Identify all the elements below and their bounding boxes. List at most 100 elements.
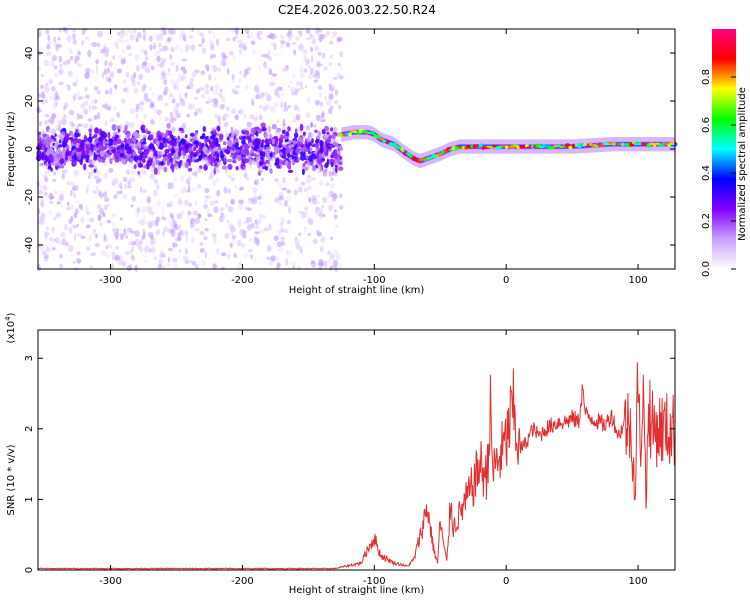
noise-speckle xyxy=(149,248,152,253)
noise-speckle xyxy=(60,117,66,125)
noise-speckle xyxy=(307,73,313,80)
noise-speckle xyxy=(213,147,218,152)
noise-speckle xyxy=(41,74,44,77)
noise-speckle xyxy=(254,235,258,242)
noise-speckle xyxy=(261,126,267,132)
noise-speckle xyxy=(274,178,279,183)
noise-speckle xyxy=(145,205,151,212)
noise-speckle xyxy=(208,30,212,34)
noise-speckle xyxy=(201,37,205,44)
noise-speckle xyxy=(97,214,102,221)
noise-speckle xyxy=(289,80,292,84)
noise-speckle xyxy=(231,73,235,81)
spectrogram-y-ticks: -40 -20 0 20 40 xyxy=(24,47,675,253)
noise-speckle xyxy=(305,29,311,34)
noise-speckle xyxy=(123,183,128,189)
noise-speckle xyxy=(277,229,282,236)
noise-speckle xyxy=(226,219,230,224)
noise-speckle xyxy=(99,207,104,215)
signal-hotspot xyxy=(544,144,551,147)
noise-speckle xyxy=(328,83,333,88)
noise-speckle xyxy=(94,76,97,82)
noise-speckle xyxy=(90,98,96,105)
noise-speckle xyxy=(315,142,319,149)
noise-speckle xyxy=(86,187,89,194)
noise-speckle xyxy=(107,47,110,54)
signal-hotspot xyxy=(371,130,376,135)
noise-speckle xyxy=(170,163,175,170)
noise-speckle xyxy=(46,43,51,50)
noise-speckle xyxy=(131,195,136,202)
noise-speckle xyxy=(105,251,110,260)
noise-speckle xyxy=(180,66,186,71)
noise-speckle xyxy=(246,34,251,39)
noise-speckle xyxy=(299,64,304,72)
noise-speckle xyxy=(300,154,306,161)
signal-hotspot xyxy=(669,141,675,145)
noise-speckle xyxy=(285,64,289,69)
noise-speckle xyxy=(248,249,253,253)
noise-speckle xyxy=(130,204,134,208)
noise-speckle xyxy=(106,149,110,154)
noise-speckle xyxy=(130,74,136,83)
noise-speckle xyxy=(277,247,284,253)
noise-speckle xyxy=(88,171,93,177)
noise-speckle xyxy=(143,97,148,102)
noise-speckle xyxy=(159,61,165,68)
noise-speckle xyxy=(295,147,300,154)
noise-speckle xyxy=(258,201,262,206)
noise-speckle xyxy=(58,194,65,201)
noise-speckle xyxy=(291,260,297,267)
noise-speckle xyxy=(47,162,51,169)
noise-speckle xyxy=(252,116,259,122)
noise-speckle xyxy=(250,31,253,39)
noise-speckle xyxy=(216,38,220,46)
noise-speckle xyxy=(231,88,236,93)
noise-speckle xyxy=(62,142,66,148)
noise-speckle xyxy=(327,146,332,150)
noise-speckle xyxy=(106,203,111,207)
noise-speckle xyxy=(328,170,332,177)
noise-speckle xyxy=(180,48,184,52)
x-tick-label: 100 xyxy=(629,275,648,286)
noise-speckle xyxy=(204,88,210,95)
noise-speckle xyxy=(294,128,298,133)
noise-speckle xyxy=(197,167,202,174)
noise-speckle xyxy=(244,158,250,163)
noise-speckle xyxy=(122,79,127,85)
noise-speckle xyxy=(282,176,286,184)
noise-speckle xyxy=(194,263,199,270)
noise-speckle xyxy=(319,101,324,107)
noise-speckle xyxy=(167,247,174,252)
noise-speckle xyxy=(198,43,203,47)
noise-speckle xyxy=(150,65,155,71)
noise-speckle xyxy=(163,102,169,107)
noise-speckle xyxy=(332,168,336,174)
snr-series-line xyxy=(37,362,676,571)
noise-speckle xyxy=(258,114,263,121)
noise-speckle xyxy=(156,55,161,63)
noise-speckle xyxy=(90,252,96,256)
noise-speckle xyxy=(84,72,90,79)
noise-speckle xyxy=(328,108,333,115)
noise-speckle xyxy=(61,173,65,180)
noise-speckle xyxy=(226,67,230,75)
noise-speckle xyxy=(178,229,182,236)
noise-speckle xyxy=(231,177,235,182)
noise-speckle xyxy=(64,102,68,109)
noise-speckle xyxy=(218,121,222,126)
noise-speckle xyxy=(257,167,263,174)
noise-speckle xyxy=(280,241,286,246)
noise-speckle xyxy=(226,158,233,163)
noise-speckle xyxy=(198,86,205,91)
noise-speckle xyxy=(162,253,166,258)
noise-speckle xyxy=(38,92,44,96)
noise-speckle xyxy=(298,43,304,51)
noise-speckle xyxy=(269,168,273,174)
signal-hotspot xyxy=(400,147,405,152)
noise-speckle xyxy=(257,195,262,200)
colorbar-ticks: 0.0 0.2 0.4 0.6 0.8 xyxy=(701,69,736,277)
noise-speckle xyxy=(40,84,44,89)
noise-speckle xyxy=(204,218,208,222)
